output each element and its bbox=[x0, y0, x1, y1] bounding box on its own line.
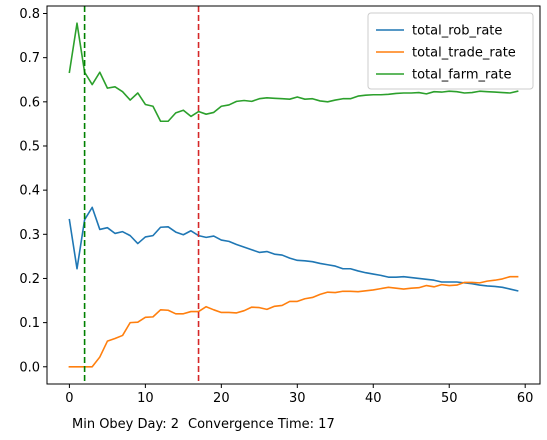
x-tick-label: 30 bbox=[289, 391, 306, 406]
series-line-total-rob-rate bbox=[68, 206, 519, 292]
legend-box bbox=[367, 12, 534, 90]
y-tick-label: 0.2 bbox=[19, 272, 40, 287]
x-tick-label: 0 bbox=[65, 391, 73, 406]
convergence-time-annotation: Convergence Time: 17 bbox=[188, 417, 335, 432]
legend-label-total-farm-rate: total_farm_rate bbox=[412, 68, 511, 83]
x-tick-label: 50 bbox=[441, 391, 458, 406]
y-tick-label: 0.1 bbox=[19, 316, 40, 331]
reference-lines-layer bbox=[83, 6, 200, 384]
series-lines-layer bbox=[68, 22, 519, 368]
x-tick-label: 10 bbox=[137, 391, 154, 406]
y-axis: 0.0 0.1 0.2 0.3 0.4 0.5 0.6 0.7 0.8 bbox=[19, 7, 47, 375]
legend: total_rob_rate total_trade_rate total_farm… bbox=[367, 12, 534, 90]
y-tick-label: 0.3 bbox=[19, 228, 40, 243]
y-tick-label: 0.5 bbox=[19, 139, 40, 154]
y-tick-label: 0.8 bbox=[19, 7, 40, 22]
y-tick-label: 0.0 bbox=[19, 360, 40, 375]
x-tick-label: 60 bbox=[517, 391, 534, 406]
y-tick-label: 0.6 bbox=[19, 95, 40, 110]
y-tick-label: 0.4 bbox=[19, 184, 40, 199]
plot-frame bbox=[46, 5, 541, 385]
legend-label-total-trade-rate: total_trade_rate bbox=[412, 46, 516, 61]
y-tick-label: 0.7 bbox=[19, 51, 40, 66]
x-tick-label: 20 bbox=[213, 391, 230, 406]
x-tick-label: 40 bbox=[365, 391, 382, 406]
series-line-total-trade-rate bbox=[68, 275, 519, 368]
legend-label-total-rob-rate: total_rob_rate bbox=[412, 24, 502, 39]
x-axis: 0 10 20 30 40 50 60 bbox=[65, 384, 533, 406]
series-line-total-farm-rate bbox=[68, 22, 519, 123]
min-obey-day-annotation: Min Obey Day: 2 bbox=[72, 417, 179, 432]
